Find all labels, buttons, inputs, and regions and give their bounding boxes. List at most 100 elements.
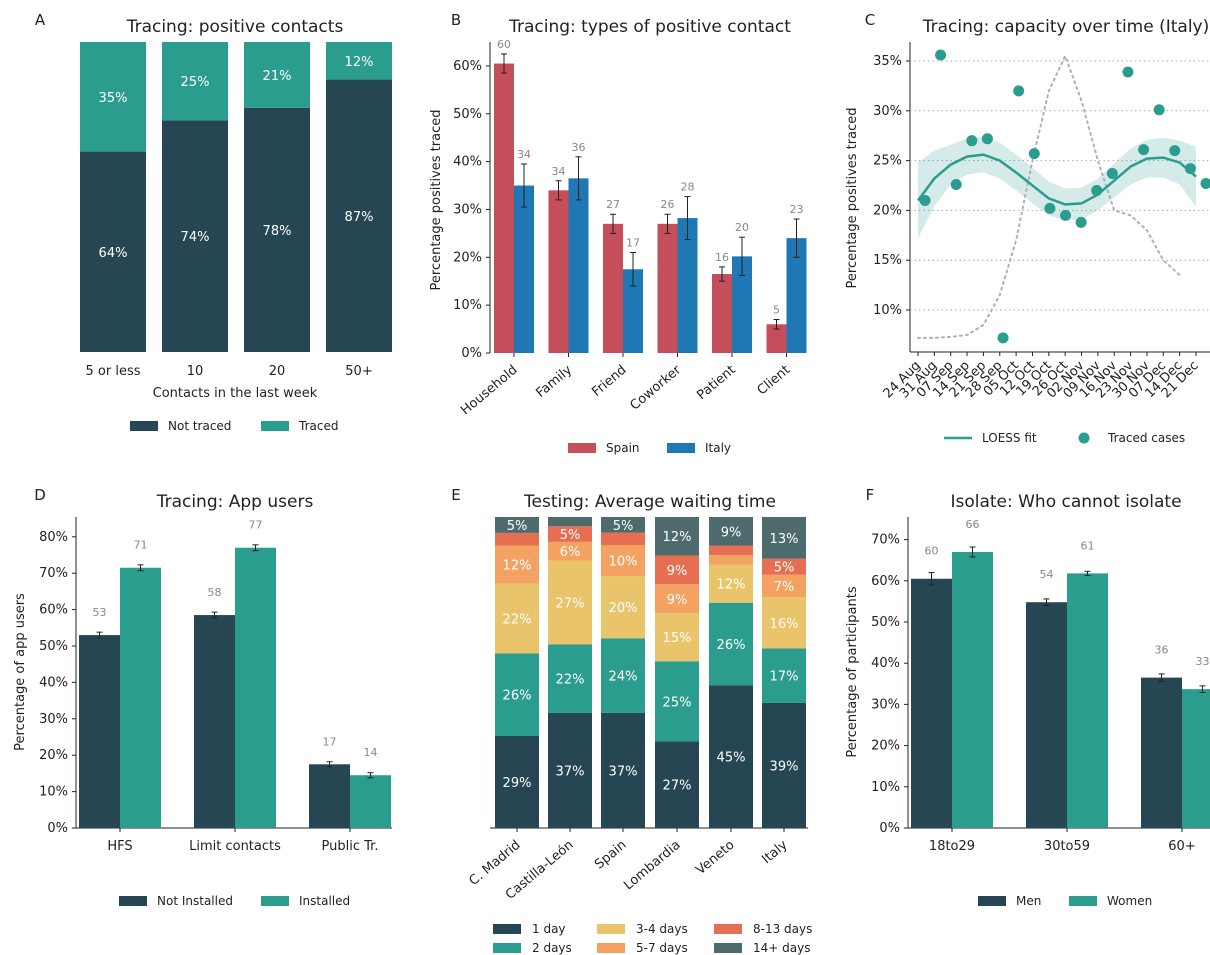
bar-value-label: 27 xyxy=(606,198,620,211)
y-tick-label: 0% xyxy=(461,346,482,361)
y-tick-label: 30% xyxy=(39,712,68,727)
panel-f: F Isolate: Who cannot isolate 0% 10% 20% 30% 4… xyxy=(845,486,1210,908)
segment-label: 9% xyxy=(667,564,688,579)
y-tick-label: 25% xyxy=(873,154,902,169)
x-tick-label: Lombardia xyxy=(621,838,683,894)
panel-d: D Tracing: App users 0% 10% 20% 30% 40% 50% 60% 7… xyxy=(13,486,392,908)
d-legend-label: Not Installed xyxy=(157,894,233,908)
data-point xyxy=(1184,163,1196,175)
bar-value-label: 77 xyxy=(249,519,263,532)
bar-traced xyxy=(244,42,310,108)
a-legend-label: Not traced xyxy=(168,419,231,433)
segment-3-4-days xyxy=(548,560,592,645)
y-tick-label: 35% xyxy=(873,54,902,69)
segment-label: 24% xyxy=(609,670,638,685)
segment-label: 12% xyxy=(503,559,532,574)
a-legend-swatch xyxy=(130,421,158,431)
y-tick-label: 70% xyxy=(39,566,68,581)
segment-2-days xyxy=(548,644,592,713)
bar-label: 12% xyxy=(345,55,374,70)
chart-title: Tracing: App users xyxy=(156,492,314,512)
segment-label: 5% xyxy=(613,519,634,534)
x-tick-label: Public Tr. xyxy=(322,839,379,854)
bar-installed xyxy=(350,775,391,828)
loess-line xyxy=(916,153,1197,206)
bar-women xyxy=(1182,689,1210,828)
b-legend-swatch xyxy=(667,443,695,453)
bar-value-label: 16 xyxy=(715,251,729,264)
d-legend-swatch xyxy=(261,896,289,906)
bar-label: 64% xyxy=(99,246,128,261)
bar-value-label: 36 xyxy=(572,141,586,154)
segment-label: 10% xyxy=(609,555,638,570)
y-tick-label: 20% xyxy=(873,203,902,218)
chart-title: Tracing: types of positive contact xyxy=(508,17,791,37)
data-point xyxy=(950,179,962,191)
chart-title: Isolate: Who cannot isolate xyxy=(950,492,1181,512)
x-tick-label: 5 or less xyxy=(86,364,141,379)
x-tick-label: 50+ xyxy=(345,364,372,379)
bar-label: 35% xyxy=(99,91,128,106)
bar-value-label: 53 xyxy=(93,606,107,619)
bar-label: 25% xyxy=(181,75,210,90)
y-axis-label: Percentage of app users xyxy=(13,593,28,751)
bar-value-label: 5 xyxy=(773,304,780,317)
bar-label: 74% xyxy=(181,230,210,245)
bar-value-label: 66 xyxy=(966,518,980,531)
e-legend-swatch xyxy=(493,943,521,953)
b-legend-swatch xyxy=(568,443,596,453)
x-tick-label: 18to29 xyxy=(929,839,975,854)
segment-label: 6% xyxy=(560,545,581,560)
chart-title: Tracing: positive contacts xyxy=(126,17,344,37)
e-legend-swatch xyxy=(714,943,742,953)
segment-label: 7% xyxy=(774,580,795,595)
bar-value-label: 28 xyxy=(681,181,695,194)
x-tick-label: Italy xyxy=(759,837,790,867)
y-tick-label: 50% xyxy=(39,639,68,654)
y-axis-label: Percentage positives traced xyxy=(845,108,860,289)
y-tick-label: 70% xyxy=(871,533,900,548)
x-tick-label: Veneto xyxy=(693,838,737,879)
segment-label: 27% xyxy=(556,597,585,612)
y-tick-label: 40% xyxy=(39,675,68,690)
segment-5-7-days xyxy=(762,574,806,598)
segment-5-7-days xyxy=(548,541,592,561)
chart-title: Testing: Average waiting time xyxy=(523,492,776,512)
segment-2-days xyxy=(762,648,806,703)
dotted-curve xyxy=(917,53,1181,339)
segment-14-days xyxy=(495,517,539,533)
segment-label: 16% xyxy=(770,617,799,632)
e-legend-label: 2 days xyxy=(532,941,572,955)
data-point xyxy=(919,194,931,206)
bar-women xyxy=(952,551,993,828)
a-legend-swatch xyxy=(261,421,289,431)
segment-label: 37% xyxy=(609,764,638,779)
e-legend-label: 5-7 days xyxy=(636,941,688,955)
panel-letter: C xyxy=(865,11,875,29)
segment-3-4-days xyxy=(601,576,645,639)
x-tick-label: Spain xyxy=(592,838,629,873)
y-tick-label: 10% xyxy=(39,785,68,800)
segment-label: 37% xyxy=(556,764,585,779)
segment-1-day xyxy=(548,712,592,828)
segment-5-7-days xyxy=(655,584,699,614)
segment-8-13-days xyxy=(655,555,699,585)
bar-not-traced xyxy=(80,151,146,352)
bar-italy xyxy=(568,178,589,353)
segment-14-days xyxy=(548,517,592,527)
segment-2-days xyxy=(655,661,699,742)
b-legend-label: Spain xyxy=(606,441,640,455)
bar-not-installed xyxy=(79,635,120,828)
segment-3-4-days xyxy=(709,564,753,603)
e-legend-label: 3-4 days xyxy=(636,922,688,936)
segment-2-days xyxy=(709,602,753,686)
c-legend-label: LOESS fit xyxy=(982,431,1037,445)
x-tick-label: 60+ xyxy=(1168,839,1195,854)
bar-value-label: 23 xyxy=(790,203,804,216)
e-legend-label: 14+ days xyxy=(753,941,810,955)
segment-label: 29% xyxy=(503,776,532,791)
data-point xyxy=(1153,104,1165,116)
e-legend-swatch xyxy=(597,943,625,953)
segment-1-day xyxy=(709,685,753,828)
